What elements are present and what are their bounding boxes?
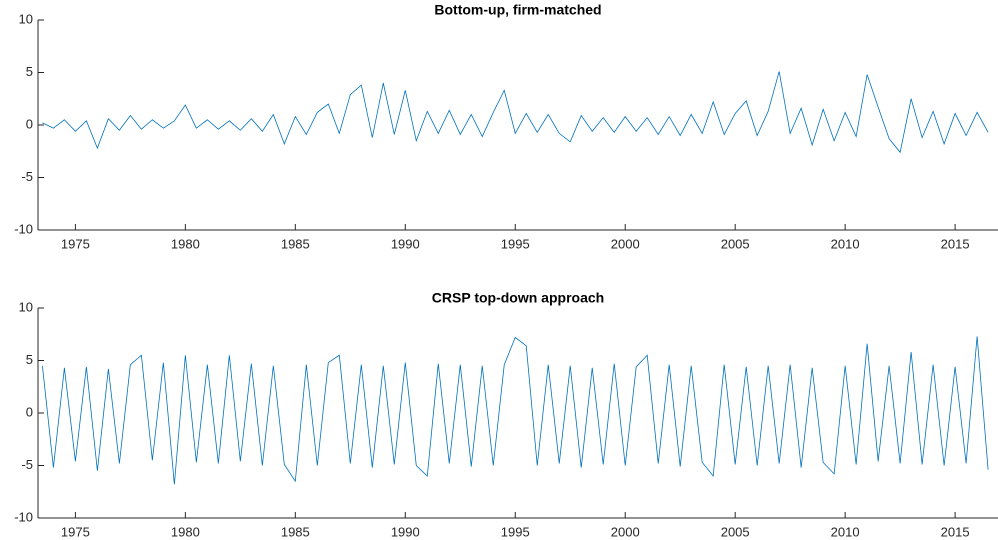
x-tick-label: 2000: [611, 236, 640, 251]
x-tick-label: 2005: [721, 524, 750, 539]
x-tick-label: 2015: [941, 524, 970, 539]
y-tick-label: 0: [26, 404, 33, 419]
x-tick-label: 1985: [281, 524, 310, 539]
y-tick-label: -10: [14, 221, 33, 236]
y-tick-label: 0: [26, 116, 33, 131]
chart-title: Bottom-up, firm-matched: [434, 2, 601, 18]
x-tick-label: 1980: [171, 524, 200, 539]
x-tick-label: 1995: [501, 524, 530, 539]
x-tick-label: 1985: [281, 236, 310, 251]
x-tick-label: 1980: [171, 236, 200, 251]
x-tick-label: 1975: [61, 524, 90, 539]
data-line: [42, 71, 989, 154]
x-tick-label: 1990: [391, 236, 420, 251]
data-line: [42, 336, 989, 485]
x-tick-label: 2005: [721, 236, 750, 251]
y-tick-label: 5: [26, 64, 33, 79]
y-tick-label: 5: [26, 352, 33, 367]
x-tick-label: 2010: [831, 524, 860, 539]
chart-title: CRSP top-down approach: [432, 290, 604, 306]
y-tick-label: 10: [19, 11, 33, 26]
x-tick-label: 2015: [941, 236, 970, 251]
x-tick-label: 1975: [61, 236, 90, 251]
x-tick-label: 2000: [611, 524, 640, 539]
x-tick-label: 2010: [831, 236, 860, 251]
y-tick-label: -10: [14, 509, 33, 524]
x-tick-label: 1990: [391, 524, 420, 539]
y-tick-label: -5: [21, 169, 33, 184]
y-tick-label: 10: [19, 299, 33, 314]
x-tick-label: 1995: [501, 236, 530, 251]
y-tick-label: -5: [21, 457, 33, 472]
